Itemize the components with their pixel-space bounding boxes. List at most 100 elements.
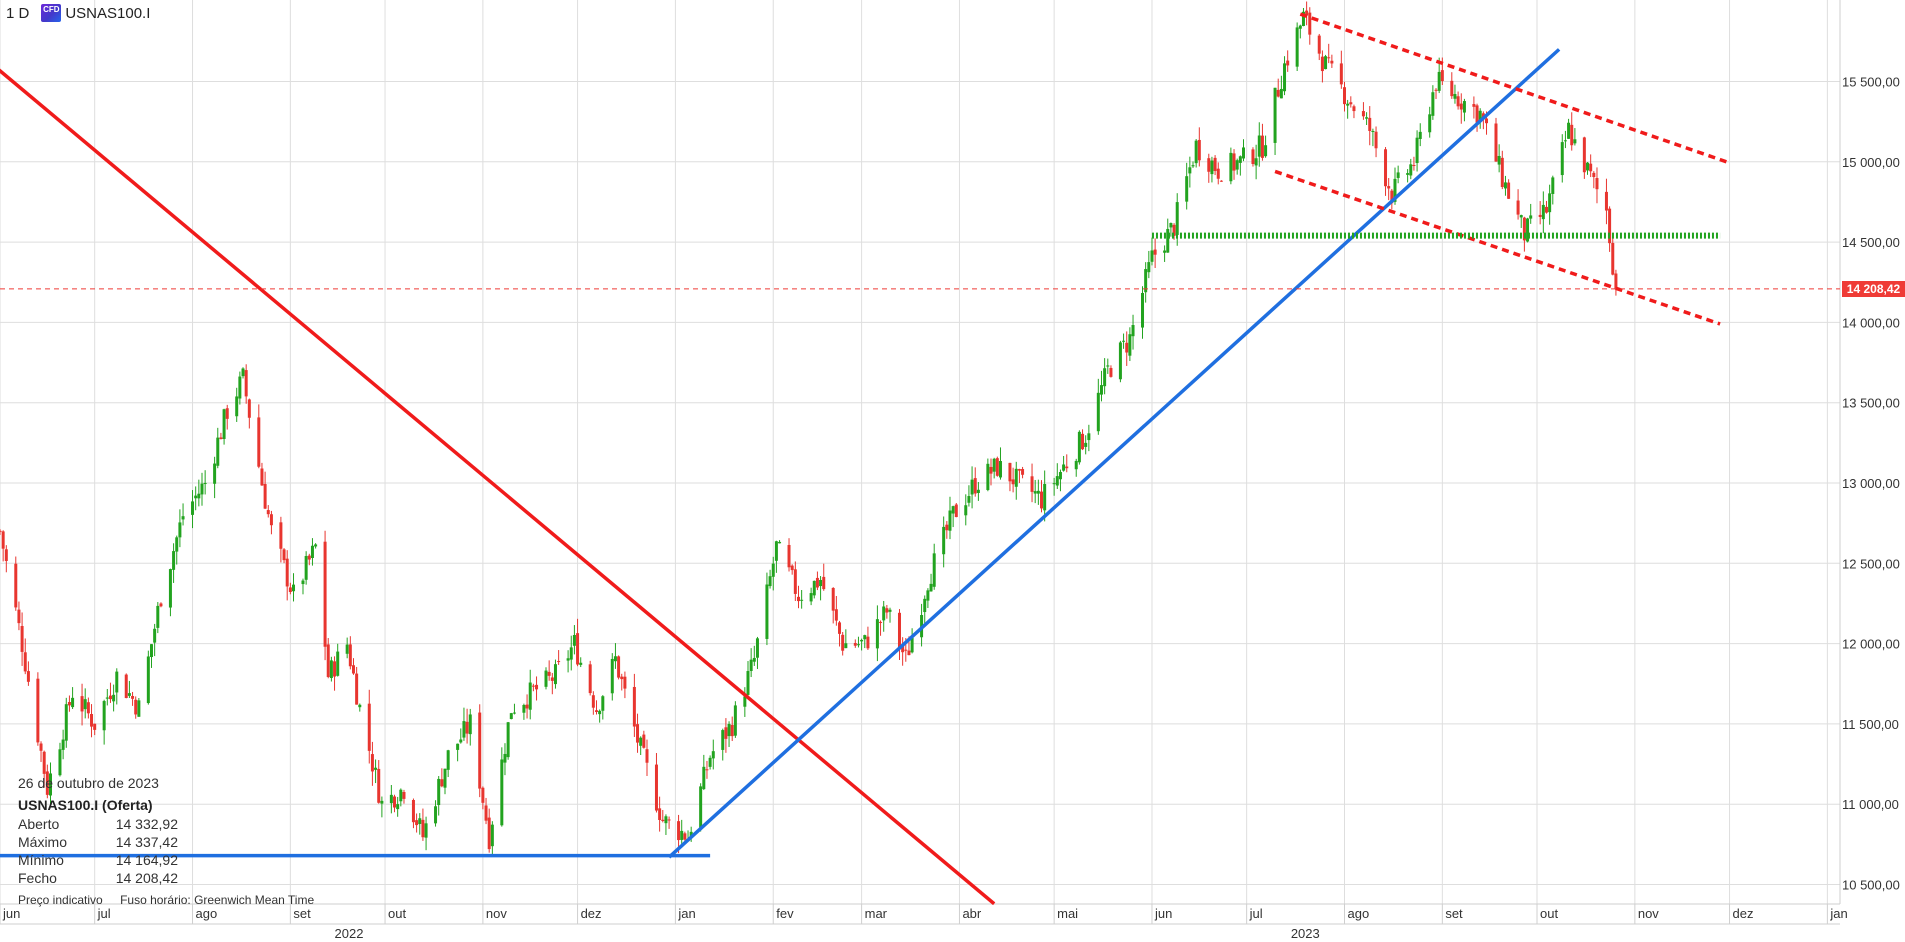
- candle-body: [755, 638, 759, 658]
- x-tick-label: nov: [486, 906, 507, 921]
- timezone-note: Fuso horário: Greenwich Mean Time: [120, 893, 315, 907]
- candle-body: [393, 796, 397, 808]
- candle-body: [1611, 242, 1615, 275]
- candle-body: [1273, 87, 1277, 143]
- candle-body: [434, 806, 438, 824]
- candle-body: [642, 734, 646, 748]
- candle-body: [1286, 60, 1290, 66]
- candle-body: [269, 514, 273, 526]
- candle-body: [481, 787, 485, 803]
- x-tick-label: jun: [1154, 906, 1172, 921]
- candle-body: [831, 587, 835, 611]
- candle-body: [443, 768, 447, 788]
- candle-body: [932, 553, 936, 587]
- candle-body: [181, 516, 185, 520]
- candle-body: [553, 664, 557, 685]
- candle-body: [1440, 70, 1444, 82]
- candle-body: [1125, 342, 1129, 353]
- candle-body: [1387, 186, 1391, 189]
- candle-body: [484, 805, 488, 821]
- candle-body: [105, 697, 109, 699]
- candle-body: [1586, 162, 1590, 171]
- candle-body: [1475, 105, 1479, 123]
- candle-body: [1349, 102, 1353, 105]
- candle-body: [1478, 110, 1482, 120]
- candle-body: [1507, 182, 1511, 199]
- candle-body: [711, 751, 715, 759]
- candle-body: [222, 409, 226, 439]
- candle-body: [1324, 56, 1328, 70]
- candle-body: [863, 635, 867, 640]
- candle-body: [1106, 365, 1110, 367]
- candle-body: [986, 463, 990, 491]
- candle-body: [1365, 117, 1369, 119]
- candle-body: [1456, 96, 1460, 107]
- candle-body: [219, 437, 223, 440]
- candle-body: [1232, 153, 1236, 171]
- candle-body: [1393, 178, 1397, 202]
- candle-body: [768, 576, 772, 587]
- candle-body: [730, 724, 734, 737]
- candle-body: [1317, 35, 1321, 54]
- candle-body: [787, 544, 791, 568]
- x-tick-label: jul: [97, 906, 111, 921]
- candle-body: [1188, 167, 1192, 174]
- candle-body: [1415, 137, 1419, 164]
- candle-body: [358, 704, 362, 708]
- x-tick-label: out: [388, 906, 406, 921]
- candle-body: [1216, 168, 1220, 179]
- candle-body: [954, 504, 958, 518]
- candle-body: [238, 376, 242, 399]
- trend-line: [1274, 169, 1721, 326]
- candle-body: [1396, 172, 1400, 178]
- x-tick-label: out: [1540, 906, 1558, 921]
- y-tick-label: 14 000,00: [1842, 315, 1900, 330]
- candle-body: [1169, 223, 1173, 228]
- candle-body: [67, 701, 71, 706]
- candle-body: [1541, 204, 1545, 220]
- candle-body: [285, 558, 289, 587]
- candle-body: [1418, 131, 1422, 139]
- candle-body: [841, 634, 845, 651]
- trend-line: [667, 48, 1561, 859]
- candle-body: [1040, 491, 1044, 509]
- candle-body: [1260, 135, 1264, 158]
- candle-body: [743, 696, 747, 707]
- candle-body: [557, 661, 561, 663]
- candle-body: [39, 743, 43, 751]
- candle-body: [421, 819, 425, 838]
- candle-body: [819, 579, 823, 587]
- candle-body: [134, 699, 138, 715]
- candle-body: [235, 396, 239, 417]
- candle-body: [326, 644, 330, 678]
- symbol-label[interactable]: USNAS100.I: [65, 4, 151, 22]
- candle-body: [1283, 63, 1287, 92]
- candle-body: [1567, 122, 1571, 139]
- x-tick-label: dez: [581, 906, 602, 921]
- candle-body: [1191, 165, 1195, 167]
- candle-body: [112, 694, 116, 702]
- y-tick-label: 15 000,00: [1842, 155, 1900, 170]
- candle-body: [1081, 433, 1085, 450]
- candle-body: [93, 723, 97, 730]
- candle-body: [1371, 131, 1375, 133]
- timeframe-label[interactable]: 1 D: [6, 4, 30, 22]
- candle-body: [83, 699, 87, 710]
- candle-body: [1604, 191, 1608, 211]
- candle-body: [36, 678, 40, 743]
- candle-body: [462, 721, 466, 738]
- candle-body: [531, 685, 535, 687]
- candle-body: [137, 700, 141, 717]
- candle-body: [396, 804, 400, 810]
- candle-body: [424, 823, 428, 838]
- candle-body: [809, 593, 813, 602]
- candle-body: [566, 658, 570, 661]
- candle-body: [879, 621, 883, 623]
- candle-body: [156, 605, 160, 628]
- x-tick-label: ago: [196, 906, 218, 921]
- candle-body: [282, 549, 286, 561]
- candle-body: [1144, 269, 1148, 293]
- candle-body: [680, 830, 684, 840]
